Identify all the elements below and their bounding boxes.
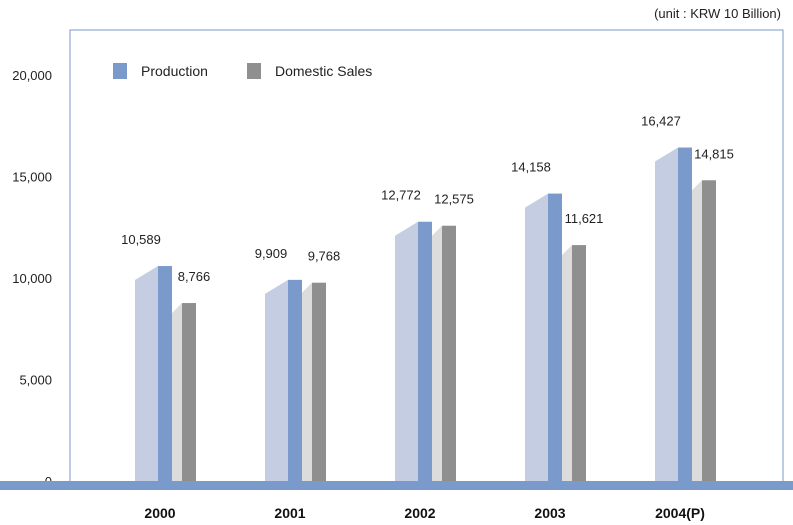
domestic-sales-data-label: 11,621 [565, 211, 604, 226]
production-bar-shadow [395, 221, 418, 481]
domestic-sales-data-label: 8,766 [178, 269, 211, 284]
production-data-label: 12,772 [381, 188, 421, 203]
y-tick-label: 15,000 [12, 170, 52, 185]
domestic-sales-data-label: 14,815 [694, 146, 734, 161]
domestic-sales-bar-shadow [692, 180, 702, 481]
domestic-sales-bar-shadow [172, 303, 182, 481]
y-tick-label: 20,000 [12, 68, 52, 83]
x-category-label: 2002 [404, 505, 435, 521]
domestic-sales-bar-shadow [302, 282, 312, 481]
domestic-sales-bar [312, 282, 326, 481]
legend-swatch-production [113, 63, 127, 79]
legend-label-production: Production [141, 63, 208, 79]
production-bar [158, 266, 172, 481]
production-bar [548, 193, 562, 482]
domestic-sales-data-label: 9,768 [308, 249, 341, 264]
domestic-sales-bar [182, 303, 196, 481]
domestic-sales-bar [572, 245, 586, 481]
x-category-label: 2004(P) [655, 505, 705, 521]
production-bar [418, 221, 432, 481]
production-data-label: 14,158 [511, 160, 551, 175]
production-bar-shadow [135, 266, 158, 481]
x-category-label: 2000 [144, 505, 175, 521]
unit-note: (unit : KRW 10 Billion) [654, 6, 781, 21]
y-tick-label: 10,000 [12, 271, 52, 286]
domestic-sales-bar-shadow [432, 225, 442, 481]
plot-frame [69, 29, 784, 481]
production-data-label: 16,427 [641, 114, 681, 129]
production-bar-shadow [265, 279, 288, 481]
production-bar-shadow [655, 147, 678, 481]
production-bar-shadow [525, 193, 548, 482]
domestic-sales-data-label: 12,575 [434, 192, 474, 207]
domestic-sales-bar-shadow [562, 245, 572, 481]
y-tick-label: 5,000 [19, 373, 52, 388]
legend-label-domestic-sales: Domestic Sales [275, 63, 372, 79]
production-data-label: 10,589 [121, 232, 161, 247]
legend-swatch-domestic-sales [247, 63, 261, 79]
domestic-sales-bar [442, 225, 456, 481]
production-bar [678, 147, 692, 481]
production-data-label: 9,909 [255, 246, 288, 261]
x-category-label: 2001 [274, 505, 305, 521]
baseline-bar [0, 481, 793, 490]
x-category-label: 2003 [534, 505, 565, 521]
domestic-sales-bar [702, 180, 716, 481]
production-bar [288, 279, 302, 481]
